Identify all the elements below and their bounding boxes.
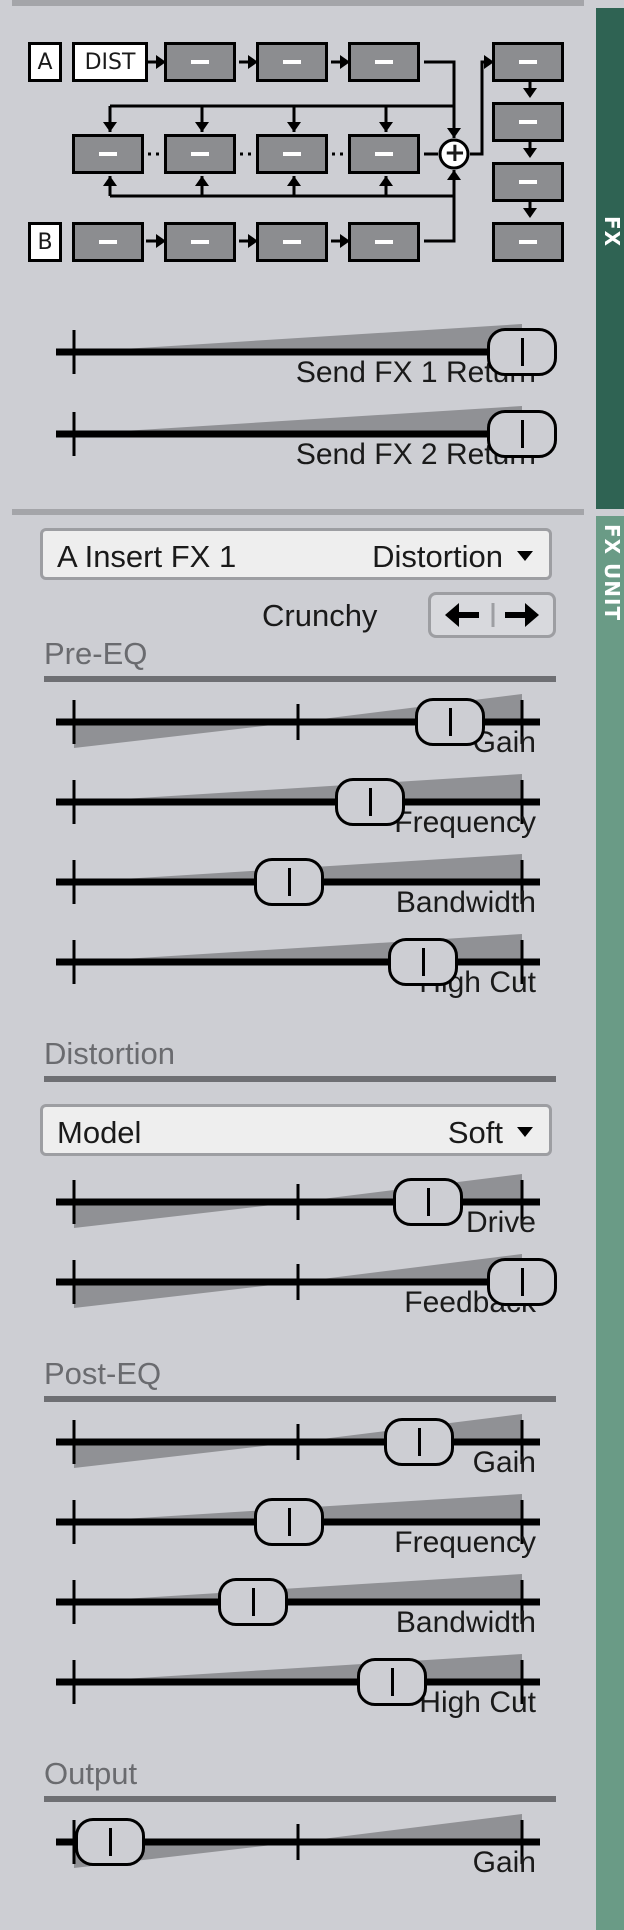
slot-a4[interactable] [348, 42, 420, 82]
slider-label: Bandwidth [395, 886, 536, 919]
slot-a2[interactable] [164, 42, 236, 82]
slider-graphic [56, 1574, 540, 1624]
input-a-label: A [28, 42, 62, 82]
arrow-left-icon[interactable] [431, 595, 491, 635]
preset-name[interactable]: Crunchy [262, 598, 378, 633]
sum-symbol: + [444, 138, 466, 168]
distortion-drive-slider[interactable]: Drive [52, 1172, 572, 1244]
slider-label: Gain [472, 1846, 536, 1879]
post-eq-gain-slider[interactable]: Gain [52, 1412, 572, 1484]
range-wedge-left [74, 722, 298, 748]
fx-routing-grid: + A DIST B [0, 0, 590, 270]
slider-label: Drive [465, 1206, 536, 1239]
preset-navigator [428, 592, 556, 638]
slider-handle[interactable] [487, 410, 557, 458]
tab-fx-unit-label: FX UNIT [600, 524, 624, 622]
range-wedge [74, 1574, 522, 1602]
post-eq-title: Post-EQ [44, 1356, 162, 1391]
range-wedge [74, 774, 522, 802]
fx-unit-divider [12, 509, 584, 515]
tab-fx[interactable]: FX [596, 8, 624, 509]
slider-handle[interactable] [487, 328, 557, 376]
range-wedge [74, 324, 522, 352]
dist-slot[interactable]: DIST [72, 42, 148, 82]
arrow-right-icon[interactable] [493, 595, 553, 635]
slider-handle[interactable] [254, 858, 325, 906]
tab-fx-label: FX [600, 216, 624, 248]
range-wedge-left [74, 1202, 298, 1228]
range-wedge-right [298, 694, 522, 722]
pre-eq-title: Pre-EQ [44, 636, 148, 671]
slider-label: Bandwidth [395, 1606, 536, 1639]
output-line [44, 1796, 556, 1802]
slot-send-4[interactable] [492, 222, 564, 262]
slot-b2[interactable] [164, 222, 236, 262]
slider-handle[interactable] [334, 778, 405, 826]
sum-icon [438, 138, 470, 170]
slot-a3[interactable] [256, 42, 328, 82]
pre-eq-high-cut-slider[interactable]: High Cut [52, 932, 572, 1004]
slot-send-2[interactable] [492, 102, 564, 142]
model-label: Model [57, 1115, 142, 1150]
output-title: Output [44, 1756, 138, 1791]
slider-graphic [56, 406, 522, 456]
post-eq-frequency-slider[interactable]: Frequency [52, 1492, 572, 1564]
input-b-label: B [28, 222, 62, 262]
pre-eq-bandwidth-slider[interactable]: Bandwidth [52, 852, 572, 924]
slot-mid-2[interactable] [164, 134, 236, 174]
slot-mid-4[interactable] [348, 134, 420, 174]
slider-graphic [56, 774, 540, 824]
pre-eq-frequency-slider[interactable]: Frequency [52, 772, 572, 844]
slider-handle[interactable] [487, 1258, 557, 1306]
slider-handle[interactable] [388, 938, 459, 986]
slider-label: Gain [472, 1446, 536, 1479]
post-eq-high-cut-slider[interactable]: High Cut [52, 1652, 572, 1724]
range-wedge-left [74, 1442, 298, 1468]
send-fx-1-return-slider[interactable]: Send FX 1 Return [52, 322, 572, 394]
slider-label: Frequency [394, 806, 536, 839]
distortion-feedback-slider[interactable]: Feedback [52, 1252, 572, 1324]
output-gain-slider[interactable]: Gain [52, 1812, 572, 1884]
slot-b1[interactable] [72, 222, 144, 262]
slider-handle[interactable] [392, 1178, 463, 1226]
slider-handle[interactable] [218, 1578, 289, 1626]
slider-handle[interactable] [383, 1418, 454, 1466]
slider-graphic [56, 1254, 540, 1308]
pre-eq-gain-slider[interactable]: Gain [52, 692, 572, 764]
slot-b3[interactable] [256, 222, 328, 262]
distortion-title: Distortion [44, 1036, 175, 1071]
slider-handle[interactable] [357, 1658, 428, 1706]
chevron-down-icon [517, 551, 533, 561]
tab-fx-unit[interactable]: FX UNIT [596, 516, 624, 1930]
routing-connections [103, 55, 537, 248]
range-wedge [74, 1654, 522, 1682]
slider-handle[interactable] [74, 1818, 145, 1866]
slot-send-1[interactable] [492, 42, 564, 82]
slot-b4[interactable] [348, 222, 420, 262]
pre-eq-line [44, 676, 556, 682]
range-wedge [74, 406, 522, 434]
slot-mid-3[interactable] [256, 134, 328, 174]
post-eq-bandwidth-slider[interactable]: Bandwidth [52, 1572, 572, 1644]
slider-handle[interactable] [254, 1498, 325, 1546]
slider-handle[interactable] [415, 698, 486, 746]
distortion-model-menu[interactable]: Model Soft [40, 1104, 552, 1156]
range-wedge-right [298, 1814, 522, 1842]
slider-graphic [56, 324, 522, 374]
send-fx-2-return-slider[interactable]: Send FX 2 Return [52, 404, 572, 476]
range-wedge-right [298, 1254, 522, 1282]
model-value: Soft [447, 1115, 503, 1150]
insert-type-value: Distortion [372, 539, 503, 574]
post-eq-line [44, 1396, 556, 1402]
slider-label: Frequency [394, 1526, 536, 1559]
distortion-line [44, 1076, 556, 1082]
slider-label: High Cut [419, 1686, 536, 1719]
chevron-down-icon [517, 1127, 533, 1137]
top-divider [12, 0, 584, 6]
slot-send-3[interactable] [492, 162, 564, 202]
insert-type-menu[interactable]: A Insert FX 1 Distortion [40, 528, 552, 580]
slot-mid-1[interactable] [72, 134, 144, 174]
range-wedge-left [74, 1282, 298, 1308]
insert-slot-label: A Insert FX 1 [57, 539, 237, 574]
